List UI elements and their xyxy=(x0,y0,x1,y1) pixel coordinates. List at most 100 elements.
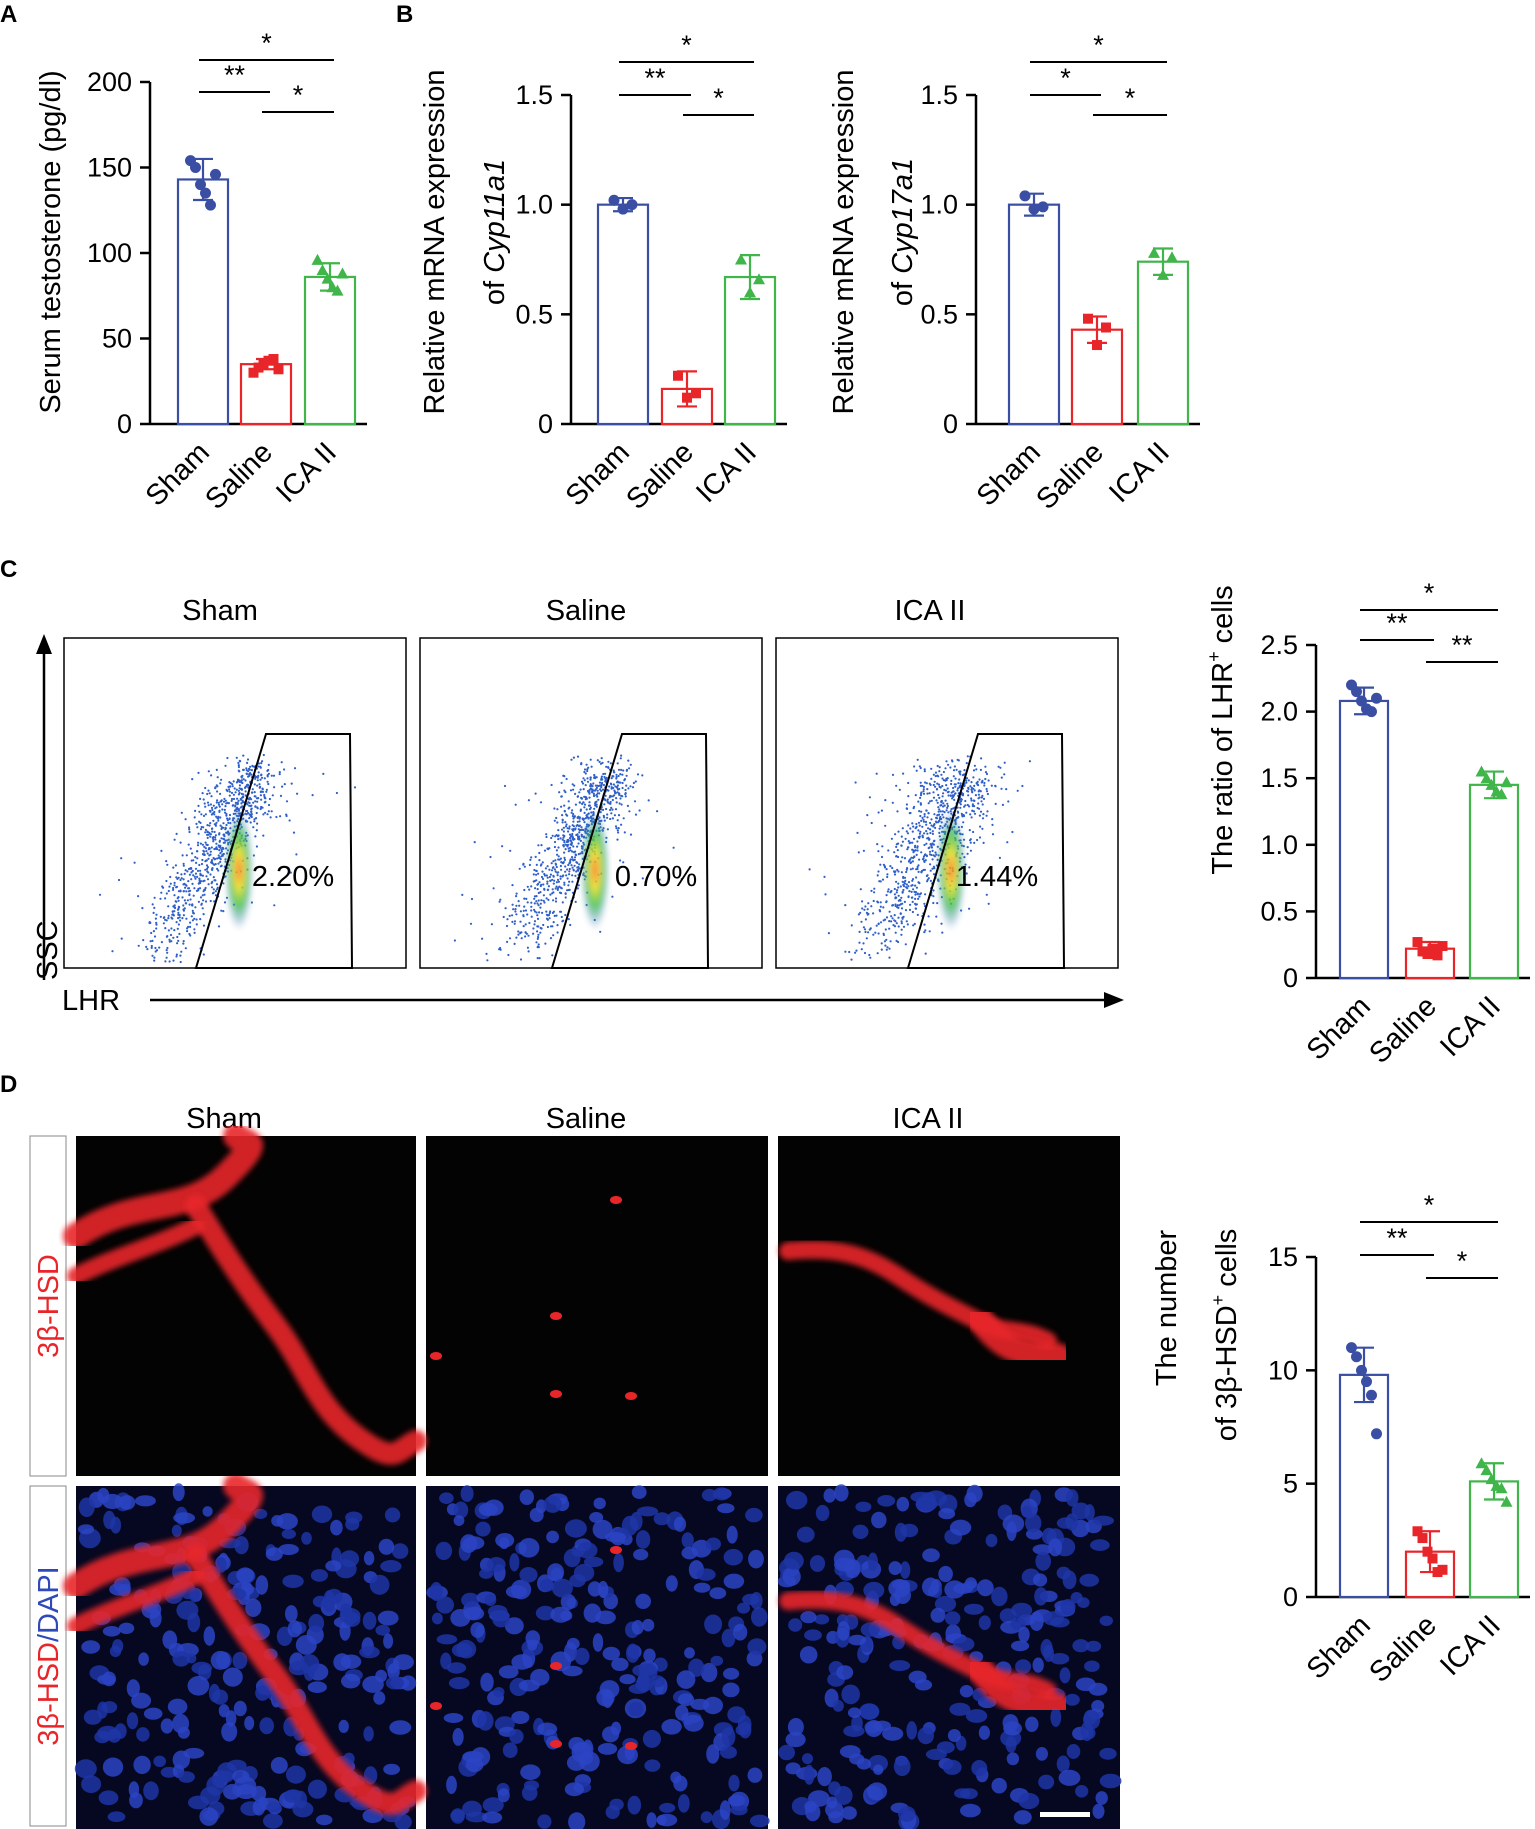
if-hsd-signal-saline xyxy=(550,1390,562,1398)
flow-event-dot xyxy=(611,798,614,802)
if-nucleus xyxy=(673,1516,687,1532)
flow-event-dot xyxy=(213,830,216,834)
flow-event-dot xyxy=(537,891,540,895)
if-nucleus xyxy=(208,1683,221,1703)
flow-event-dot xyxy=(950,791,953,794)
flow-event-dot xyxy=(977,790,980,793)
if-nucleus xyxy=(677,1794,690,1813)
flow-event-dot xyxy=(509,849,512,852)
flow-event-dot xyxy=(197,804,200,808)
flow-event-dot xyxy=(940,804,943,807)
flow-event-dot xyxy=(209,803,212,806)
flow-event-dot xyxy=(971,803,975,806)
flow-event-dot xyxy=(573,864,576,867)
flow-event-dot xyxy=(533,923,536,926)
flow-event-dot xyxy=(559,864,563,868)
flow-event-dot xyxy=(634,813,638,816)
flow-event-dot xyxy=(273,904,276,907)
flow-event-dot xyxy=(199,828,203,831)
flow-event-dot xyxy=(914,794,917,797)
flow-event-dot xyxy=(166,951,169,954)
flow-event-dot xyxy=(522,909,525,912)
flow-event-dot xyxy=(873,887,876,890)
if-nucleus xyxy=(899,1561,911,1579)
flow-event-dot xyxy=(541,870,544,873)
flow-event-dot xyxy=(285,800,289,803)
cyp17a1-point xyxy=(1101,322,1111,333)
flow-event-dot xyxy=(523,897,526,900)
flow-event-dot xyxy=(979,790,982,793)
flow-event-dot xyxy=(208,809,211,812)
flow-event-dot xyxy=(225,788,228,792)
flow-event-dot xyxy=(225,814,228,817)
flow-event-dot xyxy=(953,783,956,786)
flow-event-dot xyxy=(956,810,960,813)
flow-event-dot xyxy=(997,765,1000,768)
cyp11a1-ytick-label: 0 xyxy=(538,409,553,439)
flow-event-dot xyxy=(656,810,659,813)
flow-event-dot xyxy=(193,816,196,819)
if-nucleus xyxy=(849,1753,865,1765)
if-nucleus xyxy=(636,1506,659,1517)
flow-event-dot xyxy=(210,774,213,777)
flow-event-dot xyxy=(204,828,207,832)
if-nucleus xyxy=(203,1626,215,1646)
if-nucleus xyxy=(440,1652,452,1670)
flow-event-dot xyxy=(567,807,570,810)
flow-event-dot xyxy=(607,760,610,763)
flow-event-dot xyxy=(621,773,624,776)
flow-event-dot xyxy=(544,867,548,870)
if-nucleus xyxy=(400,1675,417,1691)
flow-event-dot xyxy=(183,899,186,902)
flow-percent-saline: 0.70% xyxy=(615,861,697,893)
flow-event-dot xyxy=(153,956,156,959)
flow-event-dot xyxy=(564,896,567,899)
hsd_number-point xyxy=(1475,1457,1488,1469)
if-nucleus xyxy=(384,1507,401,1523)
flow-event-dot xyxy=(970,797,973,800)
flow-event-dot xyxy=(617,814,621,817)
if-nucleus xyxy=(206,1775,225,1796)
flow-event-dot xyxy=(908,890,911,893)
flow-event-dot xyxy=(582,801,585,804)
flow-event-dot xyxy=(179,878,182,882)
flow-event-dot xyxy=(292,831,296,834)
flow-event-dot xyxy=(211,808,214,812)
flow-event-dot xyxy=(220,778,223,781)
flow-event-dot xyxy=(926,832,929,835)
flow-event-dot xyxy=(596,784,599,787)
flow-event-dot xyxy=(266,813,269,816)
flow-event-dot xyxy=(985,772,989,776)
flow-event-dot xyxy=(266,774,269,777)
flow-event-dot xyxy=(970,786,973,789)
flow-event-dot xyxy=(986,792,990,796)
flow-event-dot xyxy=(890,837,894,840)
flow-event-dot xyxy=(453,939,456,942)
if-nucleus xyxy=(311,1505,333,1524)
if-nucleus xyxy=(1059,1667,1071,1684)
flow-event-dot xyxy=(196,857,199,860)
flow-event-dot xyxy=(216,799,219,802)
flow-event-dot xyxy=(935,817,939,820)
flow-event-dot xyxy=(913,765,916,768)
flow-event-dot xyxy=(215,821,218,824)
flow-event-dot xyxy=(897,882,900,885)
flow-event-dot xyxy=(575,824,578,828)
flow-event-dot xyxy=(578,835,581,838)
if-nucleus xyxy=(380,1560,402,1573)
flow-event-dot xyxy=(189,934,192,937)
hsd-ylabel-end: cells xyxy=(1211,1229,1243,1295)
if-nucleus xyxy=(800,1611,817,1624)
flow-event-dot xyxy=(932,854,935,857)
flow-event-dot xyxy=(901,891,904,894)
if-nucleus xyxy=(978,1615,991,1630)
if-nucleus xyxy=(953,1583,974,1594)
if-nucleus xyxy=(484,1594,497,1606)
flow-event-dot xyxy=(518,904,521,907)
flow-event-dot xyxy=(926,792,929,795)
flow-event-dot xyxy=(634,780,637,783)
flow-event-dot xyxy=(567,830,570,833)
if-nucleus xyxy=(693,1582,711,1593)
flow-event-dot xyxy=(575,870,578,873)
flow-event-dot xyxy=(557,855,560,858)
